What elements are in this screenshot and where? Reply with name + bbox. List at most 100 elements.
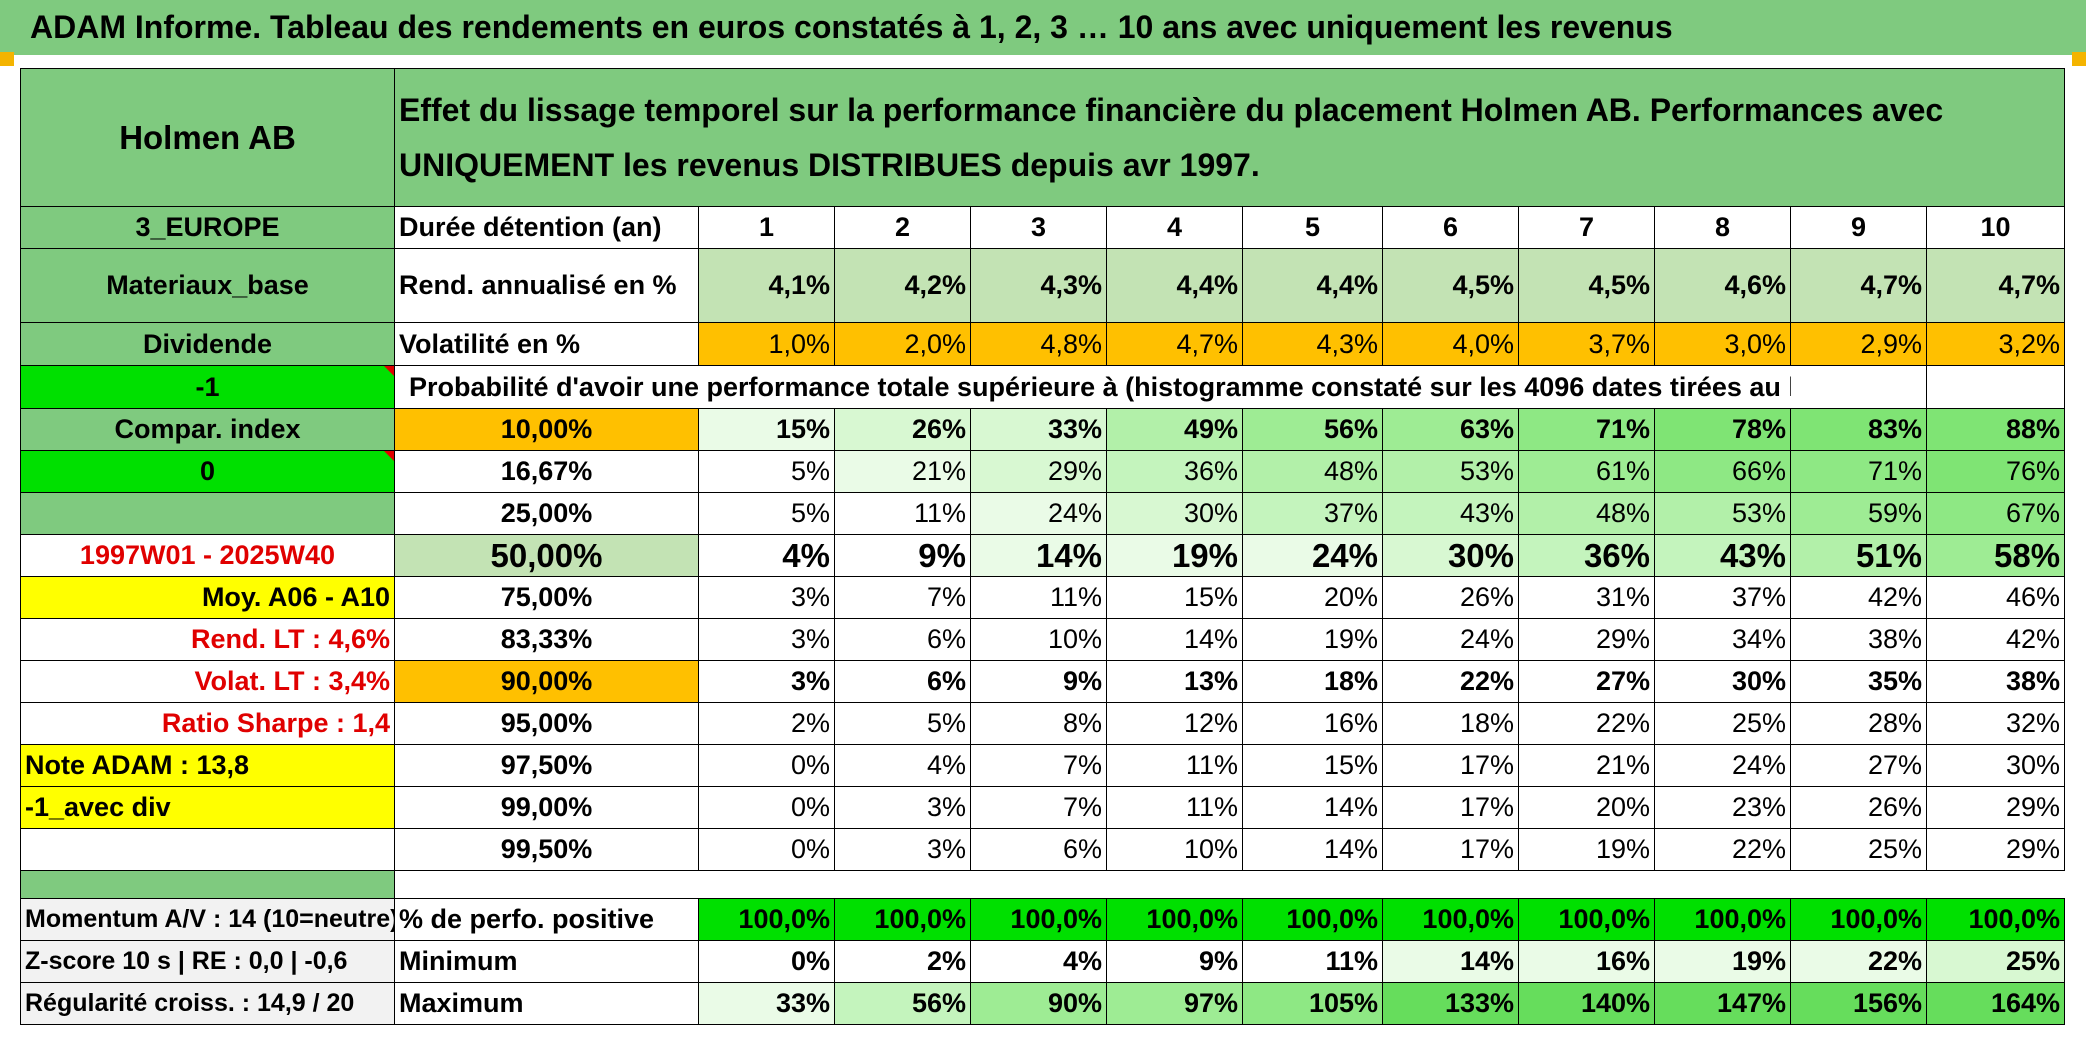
positive-value: 100,0% (1106, 898, 1243, 941)
probability-value: 53% (1382, 450, 1519, 493)
probability-value: 29% (1518, 618, 1655, 661)
positive-label: % de perfo. positive (394, 898, 699, 941)
probability-value: 9% (834, 534, 971, 577)
year-header-7: 7 (1518, 206, 1655, 249)
maximum-value: 156% (1790, 982, 1927, 1025)
vol-value: 1,0% (698, 322, 835, 366)
corner-marker-right (2072, 52, 2086, 66)
probability-value: 26% (1382, 576, 1519, 619)
probability-value: 7% (834, 576, 971, 619)
probability-value: 16% (1242, 702, 1383, 745)
probability-value: 43% (1654, 534, 1791, 577)
rend-value: 4,2% (834, 248, 971, 323)
positive-value: 100,0% (970, 898, 1107, 941)
minimum-value: 0% (698, 940, 835, 983)
probability-value: 24% (1242, 534, 1383, 577)
threshold-label: 95,00% (394, 702, 699, 745)
probability-value: 11% (1106, 786, 1243, 829)
probability-value: 32% (1925, 702, 2066, 745)
probability-value: 5% (834, 702, 971, 745)
probability-value: 36% (1106, 450, 1243, 493)
zscore-label: Z-score 10 s | RE : 0,0 | -0,6 (20, 940, 395, 983)
probability-value: 43% (1382, 492, 1519, 535)
maximum-value: 147% (1654, 982, 1791, 1025)
probability-value: 83% (1790, 408, 1927, 451)
probability-value: 58% (1925, 534, 2066, 577)
probability-value: 5% (698, 450, 835, 493)
vol-label: Volatilité en % (394, 322, 699, 366)
probability-value: 30% (1654, 660, 1791, 703)
volat-lt-label: Volat. LT : 3,4% (20, 660, 395, 703)
probability-value: 31% (1518, 576, 1655, 619)
positive-value: 100,0% (1925, 898, 2066, 941)
probability-value: 14% (970, 534, 1107, 577)
probability-value: 3% (698, 576, 835, 619)
probability-value: 63% (1382, 408, 1519, 451)
probability-value: 33% (970, 408, 1107, 451)
probability-value: 22% (1382, 660, 1519, 703)
probability-value: 24% (970, 492, 1107, 535)
probability-value: 0% (698, 828, 835, 871)
probability-value: 36% (1518, 534, 1655, 577)
probability-value: 23% (1654, 786, 1791, 829)
probability-value: 18% (1242, 660, 1383, 703)
rend-value: 4,4% (1242, 248, 1383, 323)
probability-value: 13% (1106, 660, 1243, 703)
vol-value: 2,0% (834, 322, 971, 366)
regularite-label: Régularité croiss. : 14,9 / 20 (20, 982, 395, 1025)
minimum-value: 22% (1790, 940, 1927, 983)
probability-value: 17% (1382, 744, 1519, 787)
probability-value: 22% (1518, 702, 1655, 745)
probability-value: 78% (1654, 408, 1791, 451)
probability-value: 42% (1925, 618, 2066, 661)
probability-value: 6% (970, 828, 1107, 871)
maximum-value: 56% (834, 982, 971, 1025)
rend-value: 4,6% (1654, 248, 1791, 323)
year-header-4: 4 (1106, 206, 1243, 249)
maximum-value: 90% (970, 982, 1107, 1025)
rend-value: 4,1% (698, 248, 835, 323)
empty-cell (1790, 365, 1927, 409)
vol-value: 4,7% (1106, 322, 1243, 366)
probability-value: 17% (1382, 786, 1519, 829)
threshold-label: 83,33% (394, 618, 699, 661)
probability-value: 11% (970, 576, 1107, 619)
probability-value: 27% (1518, 660, 1655, 703)
maximum-value: 140% (1518, 982, 1655, 1025)
report-title: ADAM Informe. Tableau des rendements en … (0, 0, 2086, 55)
rend-value: 4,4% (1106, 248, 1243, 323)
probability-value: 28% (1790, 702, 1927, 745)
performance-table-frame: Holmen AB Effet du lissage temporel sur … (20, 68, 2066, 1027)
positive-value: 100,0% (834, 898, 971, 941)
probability-value: 76% (1925, 450, 2066, 493)
vol-value: 3,0% (1654, 322, 1791, 366)
probability-value: 24% (1382, 618, 1519, 661)
probability-value: 42% (1790, 576, 1927, 619)
rend-value: 4,7% (1790, 248, 1927, 323)
threshold-label: 16,67% (394, 450, 699, 493)
rend-value: 4,7% (1925, 248, 2066, 323)
probability-value: 14% (1242, 786, 1383, 829)
probability-value: 88% (1925, 408, 2066, 451)
maximum-value: 97% (1106, 982, 1243, 1025)
probability-value: 66% (1654, 450, 1791, 493)
performance-table: Holmen AB Effet du lissage temporel sur … (20, 68, 2066, 1025)
avec-div-label: -1_avec div (20, 786, 395, 829)
probability-value: 48% (1518, 492, 1655, 535)
probability-value: 51% (1790, 534, 1927, 577)
maximum-value: 133% (1382, 982, 1519, 1025)
probability-value: 56% (1242, 408, 1383, 451)
probability-value: 34% (1654, 618, 1791, 661)
probability-value: 18% (1382, 702, 1519, 745)
proba-label: Probabilité d'avoir une performance tota… (394, 365, 1791, 409)
probability-value: 29% (1925, 828, 2066, 871)
probability-value: 3% (698, 660, 835, 703)
threshold-label: 99,50% (394, 828, 699, 871)
vol-value: 2,9% (1790, 322, 1927, 366)
probability-value: 30% (1925, 744, 2066, 787)
probability-value: 7% (970, 786, 1107, 829)
asset-name: Holmen AB (20, 68, 395, 207)
probability-value: 30% (1106, 492, 1243, 535)
probability-value: 12% (1106, 702, 1243, 745)
probability-value: 17% (1382, 828, 1519, 871)
